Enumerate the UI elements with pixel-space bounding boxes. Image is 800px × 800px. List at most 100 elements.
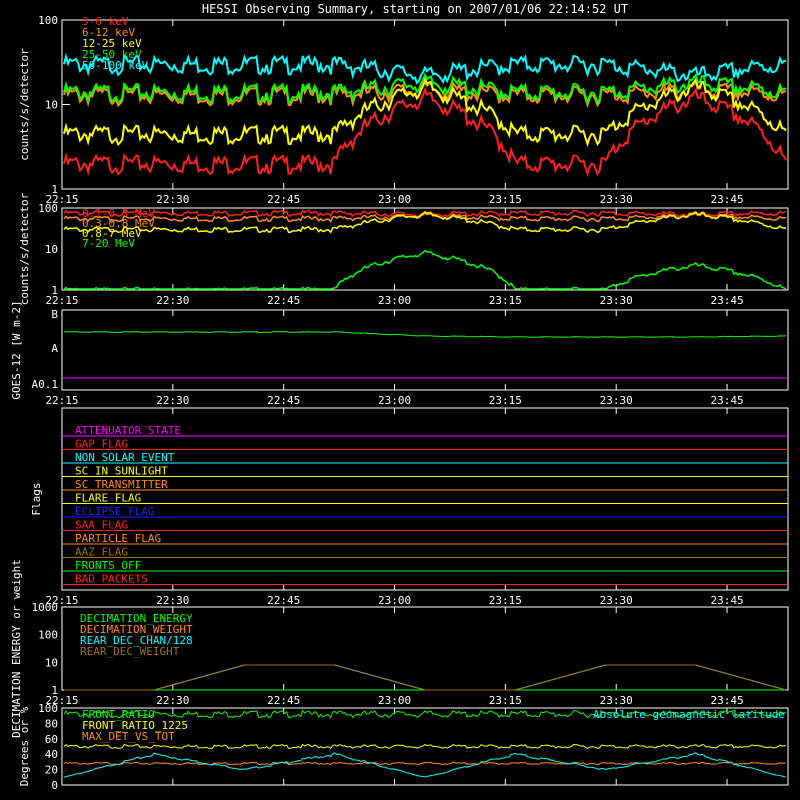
y-tick-label: 0 <box>51 779 58 792</box>
legend-entry: Absolute geomagnetic latitude <box>593 708 785 721</box>
x-tick-label: 23:45 <box>710 193 743 206</box>
flag-label: SC_TRANSMITTER <box>75 478 168 491</box>
x-tick-label: 22:45 <box>267 394 300 407</box>
y-tick-label: 100 <box>38 202 58 215</box>
y-axis-label: DECIMATION ENERGY or weight <box>10 559 23 738</box>
y-axis-label: Flags <box>30 482 43 515</box>
legend-entry: 6-12 keV <box>82 26 135 39</box>
legend-entry: FRONT_RATIO_1225 <box>82 719 188 732</box>
x-tick-label: 22:30 <box>156 594 189 607</box>
y-tick-label: 1 <box>51 183 58 196</box>
goes-line <box>63 331 786 338</box>
flag-label: BAD_PACKETS <box>75 573 148 586</box>
legend-entry: REAR_DEC_WEIGHT <box>80 645 180 658</box>
y-tick-label: 1 <box>51 284 58 297</box>
y-axis-label: counts/s/detector <box>18 192 31 305</box>
legend-entry: 3-6 keV <box>82 15 129 28</box>
legend-entry: 7-20 MeV <box>82 237 135 250</box>
y-tick-label: 10 <box>45 99 58 112</box>
y-tick-label: 1 <box>51 684 58 697</box>
x-tick-label: 23:30 <box>600 694 633 707</box>
x-tick-label: 23:45 <box>710 694 743 707</box>
x-tick-label: 23:45 <box>710 294 743 307</box>
y-tick-label: B <box>51 308 58 321</box>
chart-title: HESSI Observing Summary, starting on 200… <box>202 2 628 16</box>
y-tick-label: 1000 <box>32 601 59 614</box>
legend-entry: FRONT_RATIO <box>82 708 155 721</box>
y-tick-label: 100 <box>38 702 58 715</box>
x-tick-label: 23:45 <box>710 594 743 607</box>
flag-label: NON_SOLAR_EVENT <box>75 451 175 464</box>
x-tick-label: 23:00 <box>378 193 411 206</box>
legend-entry: MAX_DET_VS_TOT <box>82 730 175 743</box>
legend-entry: 0.8-7 MeV <box>82 227 142 240</box>
x-tick-label: 23:15 <box>489 193 522 206</box>
y-tick-label: 10 <box>45 656 58 669</box>
x-tick-label: 23:15 <box>489 294 522 307</box>
series-line <box>63 210 787 234</box>
legend-entry: REAR_DEC_CHAN/128 <box>80 634 193 647</box>
x-tick-label: 23:15 <box>489 694 522 707</box>
x-tick-label: 23:30 <box>600 594 633 607</box>
y-axis-label: GOES-12 [W m-2] <box>10 300 23 399</box>
series-line <box>63 249 787 290</box>
y-tick-label: A <box>51 342 58 355</box>
x-tick-label: 22:45 <box>267 594 300 607</box>
x-tick-label: 23:00 <box>378 694 411 707</box>
series-line <box>63 752 787 778</box>
x-tick-label: 22:15 <box>45 193 78 206</box>
x-tick-label: 22:15 <box>45 594 78 607</box>
series-line <box>63 709 786 719</box>
flag-label: ATTENUATOR_STATE <box>75 424 181 437</box>
legend-entry: DECIMATION_ENERGY <box>80 612 193 625</box>
series-line <box>63 761 786 766</box>
series-line <box>63 743 786 750</box>
series-line <box>63 212 787 223</box>
flag-label: AAZ_FLAG <box>75 546 128 559</box>
panel-frame <box>61 407 789 591</box>
x-tick-label: 22:30 <box>156 394 189 407</box>
x-tick-label: 23:15 <box>489 394 522 407</box>
x-tick-label: 22:45 <box>267 694 300 707</box>
x-tick-label: 23:30 <box>600 193 633 206</box>
x-tick-label: 22:45 <box>267 294 300 307</box>
flag-label: FLARE_FLAG <box>75 492 141 505</box>
y-axis-label: Degrees or % <box>18 706 31 786</box>
y-tick-label: 100 <box>38 629 58 642</box>
x-tick-label: 23:00 <box>378 394 411 407</box>
legend-entry: 12-25 keV <box>82 37 142 50</box>
panel-frame <box>61 707 789 786</box>
x-tick-label: 22:15 <box>45 294 78 307</box>
x-tick-label: 23:00 <box>378 294 411 307</box>
x-tick-label: 23:00 <box>378 594 411 607</box>
series-line <box>63 52 787 85</box>
y-tick-label: 100 <box>38 14 58 27</box>
x-tick-label: 23:45 <box>710 394 743 407</box>
x-tick-label: 22:30 <box>156 193 189 206</box>
y-tick-label: 10 <box>45 243 58 256</box>
y-axis-label: counts/s/detector <box>18 48 31 161</box>
series-line <box>64 664 787 691</box>
x-tick-label: 23:30 <box>600 394 633 407</box>
x-tick-label: 22:45 <box>267 193 300 206</box>
flag-label: SC_IN_SUNLIGHT <box>75 465 168 478</box>
flag-label: SAA_FLAG <box>75 519 128 532</box>
y-tick-label: 80 <box>45 717 58 730</box>
x-tick-label: 23:30 <box>600 294 633 307</box>
flag-label: PARTICLE_FLAG <box>75 532 161 545</box>
flag-label: FRONTS_OFF <box>75 559 141 572</box>
x-tick-label: 23:15 <box>489 594 522 607</box>
panel-frame <box>61 309 789 391</box>
series-line <box>63 72 787 106</box>
series-line <box>63 87 787 178</box>
y-tick-label: 20 <box>45 764 58 777</box>
x-tick-label: 22:30 <box>156 694 189 707</box>
y-tick-label: 60 <box>45 733 58 746</box>
y-tick-label: A0.1 <box>32 378 59 391</box>
panel-frame <box>61 207 789 291</box>
flag-label: ECLIPSE_FLAG <box>75 505 154 518</box>
flag-label: GAP_FLAG <box>75 438 128 451</box>
legend-entry: DECIMATION_WEIGHT <box>80 623 193 636</box>
x-tick-label: 22:15 <box>45 694 78 707</box>
